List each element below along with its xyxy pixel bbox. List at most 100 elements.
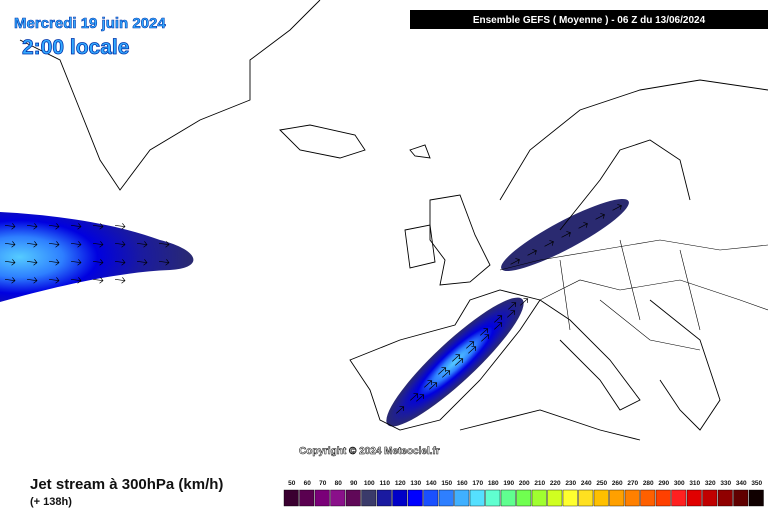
legend-label: 110: [380, 480, 391, 487]
legend-label: 50: [288, 480, 296, 487]
jet-area-atlantic: [0, 212, 194, 302]
wind-arrow: [494, 315, 503, 323]
legend-label: 210: [534, 480, 545, 487]
wind-arrow: [26, 223, 38, 230]
legend-label: 320: [705, 480, 716, 487]
legend-swatch: [500, 489, 516, 507]
wind-arrow: [438, 367, 447, 375]
legend-label: 290: [658, 480, 669, 487]
wind-arrow: [544, 240, 554, 247]
legend-label: 140: [426, 480, 437, 487]
legend-label: 60: [304, 480, 312, 487]
legend-label: 130: [410, 480, 421, 487]
legend-swatch: [671, 489, 687, 507]
legend-label: 120: [395, 480, 406, 487]
wind-arrow: [92, 223, 104, 230]
wind-arrow: [527, 249, 537, 256]
legend-label: 280: [643, 480, 654, 487]
wind-arrow: [4, 259, 16, 266]
wind-arrow: [26, 241, 38, 248]
wind-arrow: [466, 341, 475, 349]
wind-arrow: [510, 258, 520, 265]
legend-swatch: [314, 489, 330, 507]
country-borders: [499, 239, 768, 351]
copyright: Copyright © 2024 Meteociel.fr: [299, 446, 440, 457]
legend-swatch: [717, 489, 733, 507]
faroe-coast: [409, 144, 431, 159]
wind-arrow: [48, 223, 60, 230]
mediterranean-coast: [459, 299, 721, 441]
wind-arrow: [452, 354, 461, 362]
legend-swatch: [609, 489, 625, 507]
model-bar: [410, 10, 768, 29]
wind-arrow: [424, 380, 433, 388]
wind-arrow: [481, 334, 490, 342]
legend-swatch: [454, 489, 470, 507]
legend-label: 100: [364, 480, 375, 487]
legend-swatch: [640, 489, 656, 507]
wind-arrow: [612, 204, 622, 211]
legend-swatch: [438, 489, 454, 507]
legend-swatch: [376, 489, 392, 507]
coastlines: [19, 0, 768, 441]
wind-arrow: [136, 259, 148, 266]
legend-label: 90: [350, 480, 358, 487]
legend-swatch: [686, 489, 702, 507]
wind-arrow: [595, 213, 605, 220]
legend-swatch: [345, 489, 361, 507]
wind-arrow: [396, 406, 405, 414]
legend-label: 310: [689, 480, 700, 487]
legend-swatch: [578, 489, 594, 507]
wind-arrow: [92, 241, 104, 248]
wind-arrow: [114, 223, 126, 230]
lead-time: (+ 138h): [30, 496, 72, 508]
wind-arrow: [48, 277, 60, 284]
wind-arrow: [48, 259, 60, 266]
wind-arrow: [26, 259, 38, 266]
wind-arrow: [70, 241, 82, 248]
legend-swatch: [702, 489, 718, 507]
legend-swatch: [392, 489, 408, 507]
legend-swatch: [283, 489, 299, 507]
wind-arrow: [468, 346, 477, 354]
wind-arrow: [455, 358, 464, 366]
valid-date: Mercredi 19 juin 2024: [14, 15, 166, 32]
wind-arrow: [136, 241, 148, 248]
legend-swatch: [562, 489, 578, 507]
legend-label: 240: [581, 480, 592, 487]
wind-arrow: [70, 277, 82, 284]
wind-arrow: [410, 393, 419, 401]
wind-arrow: [4, 223, 16, 230]
legend-swatch: [469, 489, 485, 507]
legend-label: 270: [627, 480, 638, 487]
jet-area-iberia: [386, 297, 524, 427]
wind-arrow: [416, 394, 425, 402]
wind-arrow: [561, 231, 571, 238]
legend-label: 250: [596, 480, 607, 487]
legend-swatch: [330, 489, 346, 507]
legend-label: 170: [472, 480, 483, 487]
legend-swatch: [361, 489, 377, 507]
wind-arrow: [4, 277, 16, 284]
wind-arrow: [494, 322, 503, 330]
wind-arrow: [442, 370, 451, 378]
wind-arrow: [92, 259, 104, 266]
iceland-coast: [279, 124, 366, 159]
legend-swatch: [624, 489, 640, 507]
legend-label: 160: [457, 480, 468, 487]
legend-label: 330: [720, 480, 731, 487]
wind-arrow: [158, 259, 170, 266]
legend-label: 300: [674, 480, 685, 487]
legend-swatch: [407, 489, 423, 507]
wind-arrow: [4, 241, 16, 248]
jet-areas: [0, 199, 629, 427]
legend-swatch: [531, 489, 547, 507]
legend-label: 200: [519, 480, 530, 487]
legend-label: 220: [550, 480, 561, 487]
scandinavia-coast: [499, 79, 768, 231]
wind-arrow: [48, 241, 60, 248]
borders: [499, 239, 768, 351]
legend-swatch: [485, 489, 501, 507]
wind-arrows: [4, 204, 622, 414]
